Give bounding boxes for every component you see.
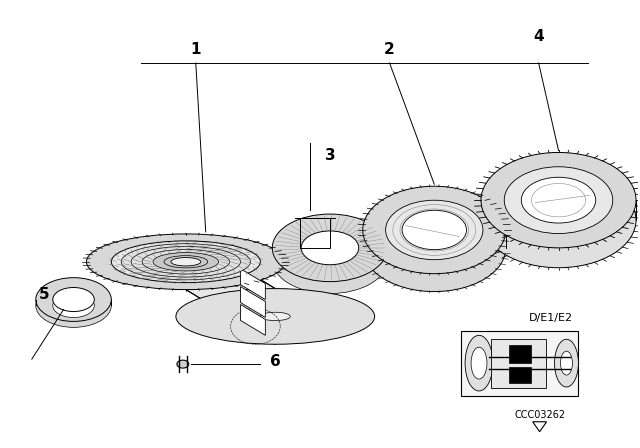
Ellipse shape xyxy=(386,200,483,260)
Text: 3: 3 xyxy=(324,148,335,163)
Ellipse shape xyxy=(301,231,359,265)
Ellipse shape xyxy=(171,258,201,266)
Text: 6: 6 xyxy=(270,353,281,369)
Ellipse shape xyxy=(363,204,506,292)
Ellipse shape xyxy=(131,246,241,277)
Ellipse shape xyxy=(164,256,208,268)
Ellipse shape xyxy=(36,278,111,321)
Ellipse shape xyxy=(481,172,636,268)
Ellipse shape xyxy=(176,289,374,344)
Text: 4: 4 xyxy=(533,29,544,43)
Ellipse shape xyxy=(465,335,493,391)
Ellipse shape xyxy=(121,244,250,280)
Ellipse shape xyxy=(402,228,467,267)
Ellipse shape xyxy=(272,226,388,293)
Ellipse shape xyxy=(402,210,467,250)
Ellipse shape xyxy=(142,250,230,274)
Polygon shape xyxy=(461,332,579,396)
Polygon shape xyxy=(509,345,531,363)
Ellipse shape xyxy=(481,152,636,248)
Ellipse shape xyxy=(554,339,579,387)
Text: 5: 5 xyxy=(38,287,49,302)
Polygon shape xyxy=(186,234,275,344)
Polygon shape xyxy=(491,339,545,388)
Ellipse shape xyxy=(260,312,290,321)
Ellipse shape xyxy=(504,167,612,233)
Text: D/E1/E2: D/E1/E2 xyxy=(529,314,573,323)
Polygon shape xyxy=(241,305,266,335)
Text: CCC03262: CCC03262 xyxy=(514,410,565,420)
Ellipse shape xyxy=(177,360,189,368)
Ellipse shape xyxy=(522,177,596,223)
Ellipse shape xyxy=(86,234,285,289)
Ellipse shape xyxy=(153,253,219,271)
Text: 2: 2 xyxy=(384,42,395,56)
Ellipse shape xyxy=(301,243,359,277)
Polygon shape xyxy=(241,269,266,300)
Ellipse shape xyxy=(363,186,506,274)
Ellipse shape xyxy=(52,293,94,318)
Text: 1: 1 xyxy=(191,42,201,56)
Ellipse shape xyxy=(52,288,94,311)
Ellipse shape xyxy=(471,347,487,379)
Polygon shape xyxy=(509,367,531,383)
Ellipse shape xyxy=(561,351,572,375)
Ellipse shape xyxy=(111,241,260,283)
Polygon shape xyxy=(241,287,266,318)
Ellipse shape xyxy=(522,197,596,243)
Ellipse shape xyxy=(272,214,388,282)
Ellipse shape xyxy=(36,284,111,327)
